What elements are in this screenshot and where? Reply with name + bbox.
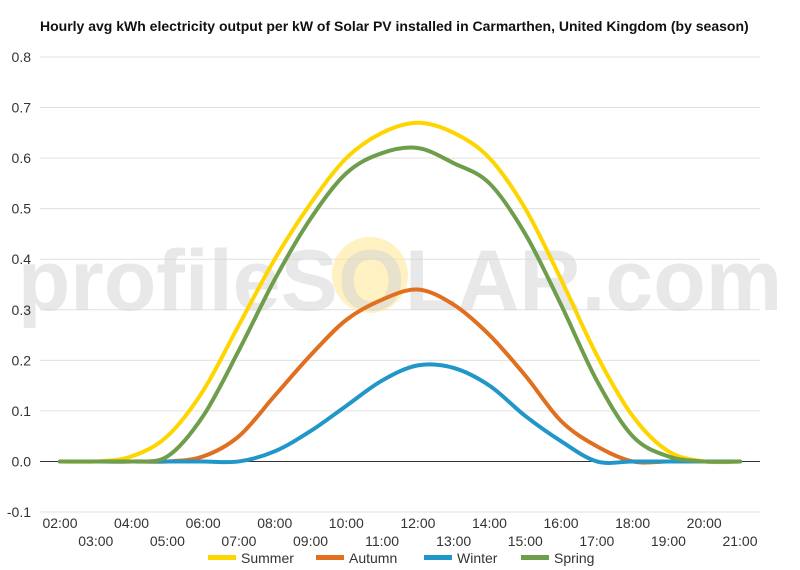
y-tick-label: 0.7 bbox=[12, 100, 32, 116]
y-tick-label: 0.2 bbox=[12, 352, 32, 368]
legend: Summer Autumn Winter Spring bbox=[208, 550, 594, 566]
x-axis: 02:0003:0004:0005:0006:0007:0008:0009:00… bbox=[42, 515, 757, 549]
x-tick-label: 14:00 bbox=[472, 515, 507, 531]
x-tick-label: 05:00 bbox=[150, 533, 185, 549]
x-tick-label: 15:00 bbox=[508, 533, 543, 549]
x-tick-label: 02:00 bbox=[42, 515, 77, 531]
x-tick-label: 19:00 bbox=[651, 533, 686, 549]
y-tick-label: 0.1 bbox=[12, 403, 32, 419]
x-tick-label: 07:00 bbox=[221, 533, 256, 549]
y-tick-label: -0.1 bbox=[7, 504, 31, 520]
x-tick-label: 12:00 bbox=[400, 515, 435, 531]
y-tick-label: 0.0 bbox=[12, 453, 32, 469]
y-tick-label: 0.4 bbox=[12, 251, 32, 267]
x-tick-label: 09:00 bbox=[293, 533, 328, 549]
sun-icon bbox=[332, 237, 408, 313]
y-tick-label: 0.3 bbox=[12, 302, 32, 318]
x-tick-label: 17:00 bbox=[579, 533, 614, 549]
series-lines bbox=[58, 120, 742, 465]
legend-label: Summer bbox=[241, 550, 294, 566]
x-tick-label: 13:00 bbox=[436, 533, 471, 549]
legend-label: Spring bbox=[554, 550, 594, 566]
y-tick-label: 0.8 bbox=[12, 49, 32, 65]
series-line-summer bbox=[58, 120, 742, 465]
x-tick-label: 03:00 bbox=[78, 533, 113, 549]
legend-label: Winter bbox=[457, 550, 498, 566]
x-tick-label: 06:00 bbox=[186, 515, 221, 531]
x-tick-label: 08:00 bbox=[257, 515, 292, 531]
series-line-spring bbox=[58, 145, 742, 464]
legend-item-winter: Winter bbox=[424, 550, 498, 566]
watermark: profileSOLAR.com bbox=[18, 233, 783, 329]
legend-swatch bbox=[208, 555, 236, 560]
legend-label: Autumn bbox=[349, 550, 397, 566]
legend-swatch bbox=[316, 555, 344, 560]
x-tick-label: 11:00 bbox=[365, 533, 399, 549]
chart-title: Hourly avg kWh electricity output per kW… bbox=[40, 18, 749, 34]
legend-swatch bbox=[521, 555, 549, 560]
legend-item-summer: Summer bbox=[208, 550, 294, 566]
x-tick-label: 16:00 bbox=[544, 515, 579, 531]
legend-swatch bbox=[424, 555, 452, 560]
series-line-winter bbox=[58, 362, 742, 465]
legend-item-spring: Spring bbox=[521, 550, 594, 566]
y-tick-label: 0.5 bbox=[12, 201, 32, 217]
y-axis: -0.1 0.0 0.1 0.2 0.3 0.4 0.5 0.6 0.7 0.8 bbox=[7, 49, 31, 520]
legend-item-autumn: Autumn bbox=[316, 550, 397, 566]
x-tick-label: 18:00 bbox=[615, 515, 650, 531]
x-tick-label: 21:00 bbox=[722, 533, 757, 549]
x-tick-label: 20:00 bbox=[687, 515, 722, 531]
x-tick-label: 10:00 bbox=[329, 515, 364, 531]
x-tick-label: 04:00 bbox=[114, 515, 149, 531]
y-tick-label: 0.6 bbox=[12, 150, 32, 166]
watermark-text: profileSOLAR.com bbox=[18, 233, 783, 329]
